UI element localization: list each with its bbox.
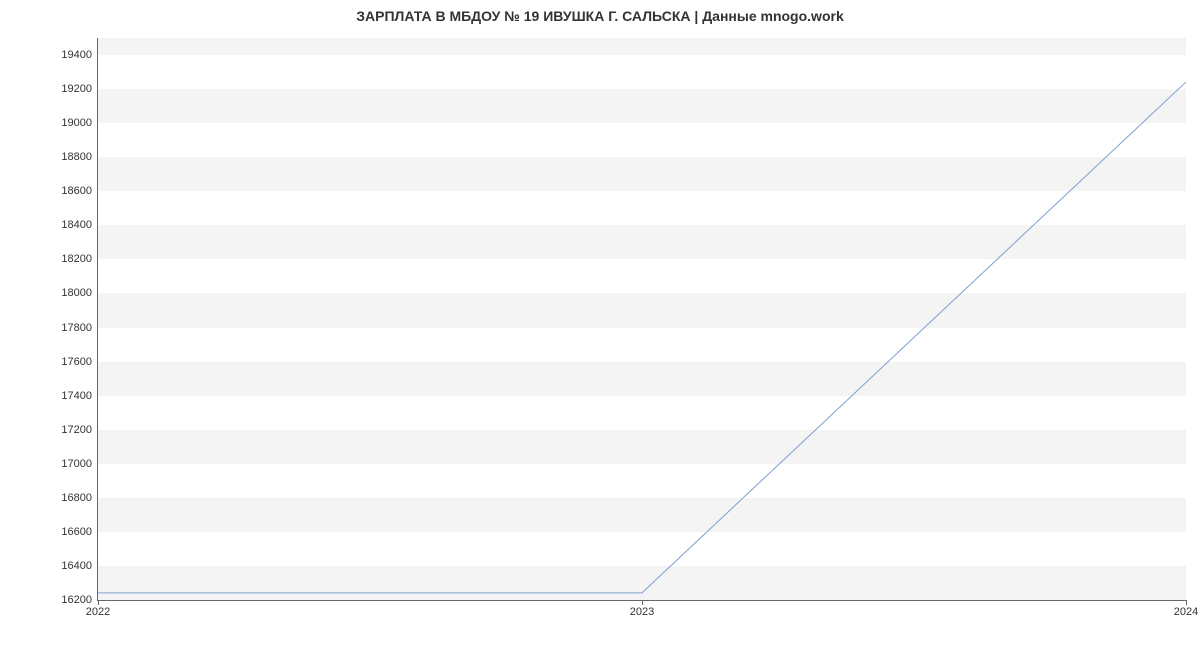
y-tick-label: 17800 xyxy=(61,322,92,334)
y-tick-label: 17600 xyxy=(61,356,92,368)
y-tick-label: 16400 xyxy=(61,560,92,572)
y-tick-label: 16600 xyxy=(61,526,92,538)
salary-line-chart: ЗАРПЛАТА В МБДОУ № 19 ИВУШКА Г. САЛЬСКА … xyxy=(0,0,1200,650)
y-tick-label: 18600 xyxy=(61,185,92,197)
y-tick-label: 18000 xyxy=(61,287,92,299)
plot-area: 1620016400166001680017000172001740017600… xyxy=(97,38,1186,601)
y-tick-label: 17400 xyxy=(61,390,92,402)
line-series xyxy=(98,38,1186,600)
y-tick-label: 17200 xyxy=(61,424,92,436)
x-tick-mark xyxy=(642,600,643,605)
chart-title: ЗАРПЛАТА В МБДОУ № 19 ИВУШКА Г. САЛЬСКА … xyxy=(0,0,1200,28)
x-tick-label: 2023 xyxy=(630,606,654,618)
x-tick-label: 2022 xyxy=(86,606,110,618)
y-tick-label: 19200 xyxy=(61,83,92,95)
y-tick-label: 18400 xyxy=(61,219,92,231)
y-tick-label: 18800 xyxy=(61,151,92,163)
x-tick-mark xyxy=(1186,600,1187,605)
y-tick-label: 16800 xyxy=(61,492,92,504)
x-tick-label: 2024 xyxy=(1174,606,1198,618)
x-tick-mark xyxy=(98,600,99,605)
y-tick-label: 16200 xyxy=(61,594,92,606)
y-tick-label: 19400 xyxy=(61,49,92,61)
y-tick-label: 18200 xyxy=(61,253,92,265)
y-tick-label: 17000 xyxy=(61,458,92,470)
y-tick-label: 19000 xyxy=(61,117,92,129)
